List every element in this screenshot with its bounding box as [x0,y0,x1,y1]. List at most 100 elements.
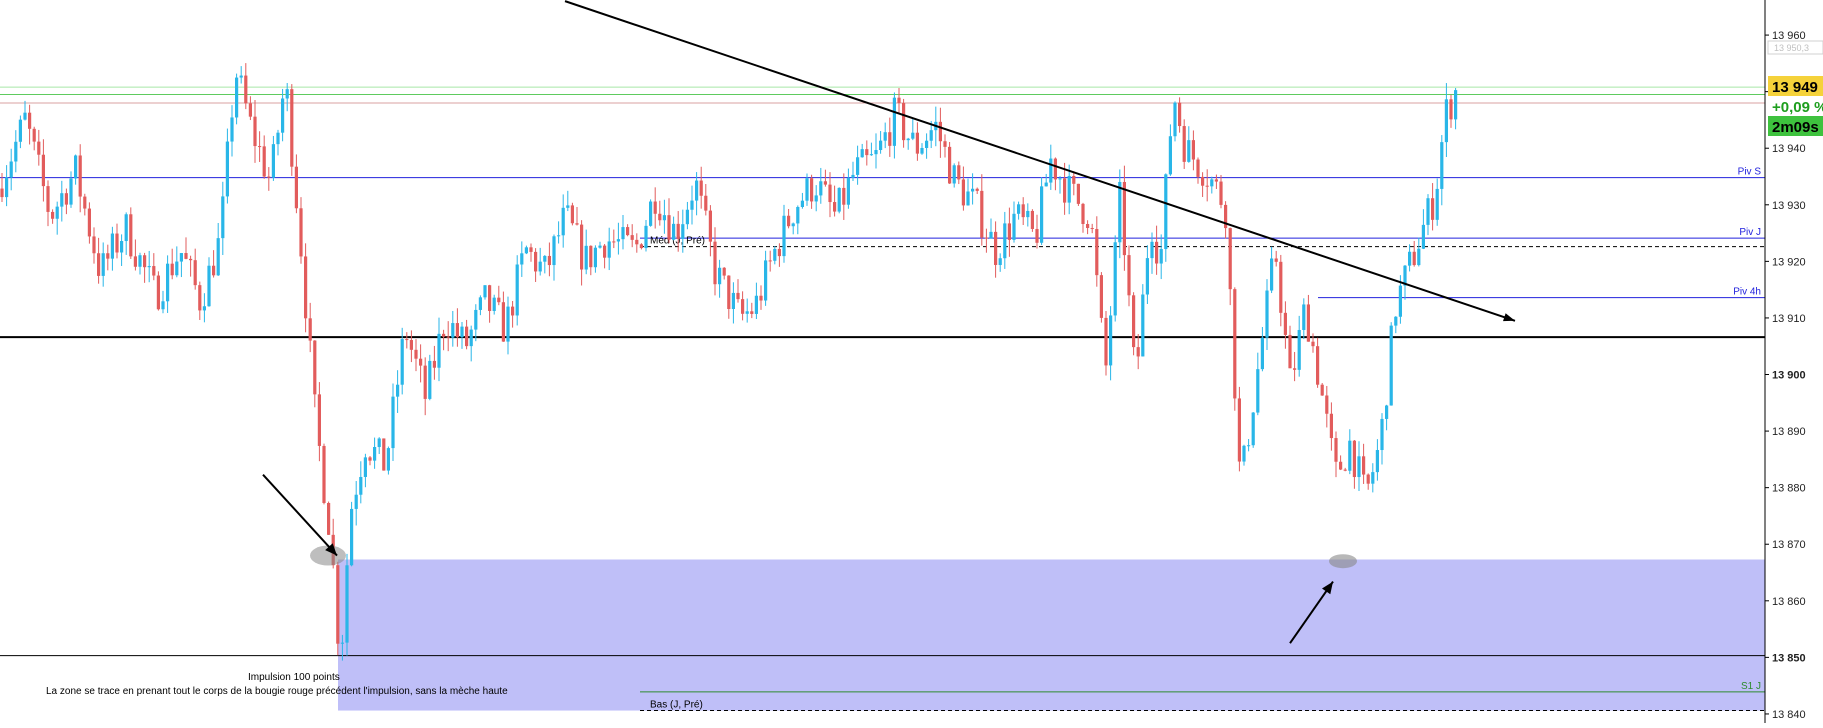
candle-body-313 [1440,142,1444,189]
candle-body-196 [902,103,906,141]
candle-body-180 [828,184,832,203]
candle-body-256 [1178,102,1182,127]
candle-body-93 [428,360,432,399]
axis-badges: 13 950,3 13 949 +0,09 % 2m09s [1767,40,1823,136]
candle-body-133 [612,241,616,243]
candle-body-132 [607,241,611,258]
candle-body-208 [957,165,961,180]
candle-body-108 [497,297,501,303]
candle-body-275 [1265,290,1269,338]
candle-body-58 [267,176,271,178]
candle-body-302 [1389,325,1393,406]
candle-body-65 [299,208,303,257]
candle-body-131 [603,245,607,258]
candle-body-56 [258,146,262,148]
candle-body-140 [644,225,648,249]
candle-body-50 [230,117,234,142]
arrow-line-0 [262,473,338,557]
y-tick-label-10: 13 860 [1772,596,1806,608]
candle-body-142 [653,201,657,214]
candle-body-16 [74,155,78,179]
candle-body-147 [676,223,680,239]
candle-body-281 [1293,368,1297,370]
candle-body-64 [294,166,298,209]
candle-body-213 [980,190,984,238]
level-label-3: Piv S [1738,167,1762,178]
y-tick-label-2: 13 940 [1772,143,1806,155]
candle-body-227 [1044,182,1048,187]
candle-body-99 [455,323,459,338]
zone-note-annotation: La zone se trace en prenant tout le corp… [46,686,508,697]
candle-body-204 [938,121,942,142]
candle-body-298 [1371,472,1375,484]
level-label-5: Méd (J, Pré) [650,236,705,247]
candle-body-266 [1224,204,1228,229]
candle-body-257 [1182,126,1186,162]
candle-body-235 [1081,203,1085,225]
candle-body-289 [1329,413,1333,439]
candle-body-189 [869,154,873,156]
candle-body-314 [1444,99,1448,143]
candle-body-287 [1320,384,1324,396]
candle-body-122 [561,207,565,236]
timer-badge [1768,116,1823,136]
candle-body-111 [511,306,515,316]
candle-body-279 [1283,312,1287,335]
candle-body-61 [281,98,285,133]
candle-body-114 [524,247,528,254]
candle-body-249 [1145,258,1149,295]
candle-body-278 [1279,261,1283,313]
candle-body-230 [1058,178,1062,180]
candle-body-83 [382,438,386,471]
candle-body-186 [856,157,860,175]
candle-body-243 [1118,181,1122,243]
candle-body-301 [1385,405,1389,419]
candle-body-57 [262,146,266,177]
candle-body-231 [1063,178,1067,203]
candle-body-226 [1040,186,1044,243]
highlight-ellipse-0 [310,545,346,566]
trendline [564,0,1516,322]
candle-body-104 [478,297,482,310]
candle-body-300 [1380,418,1384,451]
candle-body-238 [1095,229,1099,276]
candle-body-234 [1076,183,1080,204]
candle-body-91 [419,358,423,366]
candle-body-101 [465,326,469,347]
candle-body-267 [1228,228,1232,290]
candle-body-55 [253,116,257,147]
candle-body-179 [823,181,827,185]
candle-body-188 [865,149,869,156]
annotations-layer: Impulsion 100 points La zone se trace en… [46,672,508,697]
candle-body-139 [639,244,643,249]
candle-body-198 [911,132,915,139]
candle-body-268 [1233,289,1237,399]
demand-zone-layer [338,559,1765,711]
y-tick-label-11: 13 850 [1772,652,1806,664]
candle-body-125 [575,223,579,225]
candle-body-315 [1449,99,1453,120]
candle-body-28 [129,214,133,257]
ghost-price-label: 13 950,3 [1774,43,1809,53]
candle-body-154 [708,210,712,242]
candle-body-128 [589,245,593,268]
candle-body-232 [1067,176,1071,203]
candle-body-197 [906,138,910,141]
candle-body-269 [1237,398,1241,462]
candle-body-2 [9,161,13,178]
candle-body-272 [1251,412,1255,446]
candle-body-253 [1164,174,1168,250]
candle-body-117 [538,261,542,272]
candle-body-37 [170,263,174,276]
candle-body-35 [161,301,165,310]
trendline-arrowhead [1503,313,1515,322]
candle-body-25 [115,233,119,253]
y-tick-label-8: 13 880 [1772,483,1806,495]
candle-body-201 [925,140,929,148]
candle-body-82 [377,438,381,448]
candle-body-73 [336,565,340,644]
candle-body-222 [1021,204,1025,218]
candle-body-182 [837,187,841,212]
